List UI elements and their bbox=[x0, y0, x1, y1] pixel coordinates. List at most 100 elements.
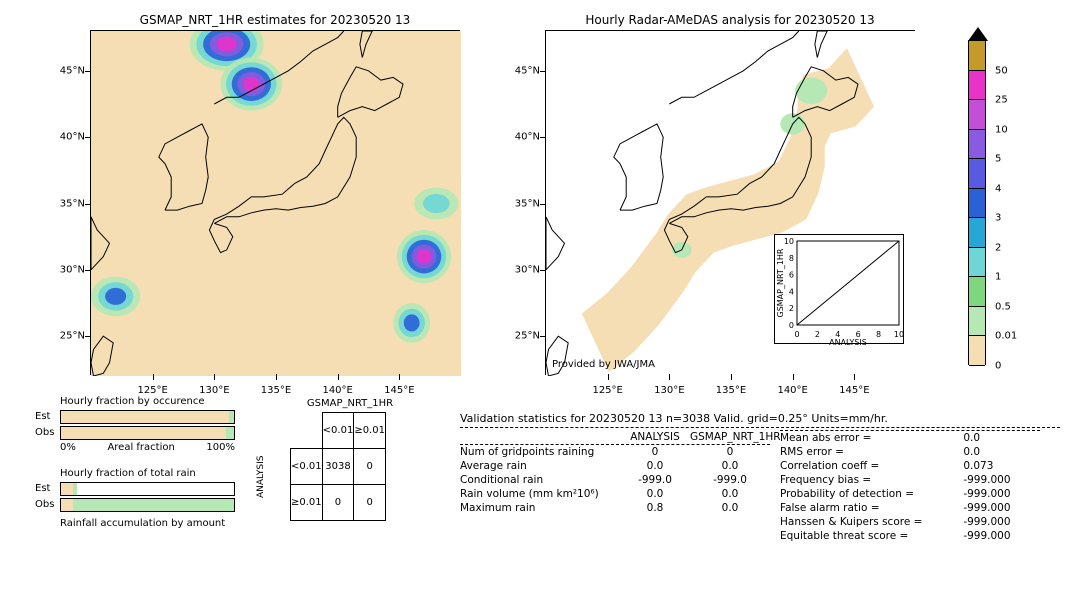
totalrain-bar: Est bbox=[60, 482, 235, 496]
metric-value: -999.000 bbox=[960, 529, 1011, 543]
colorbar-segment bbox=[969, 277, 985, 307]
ct-row-header: ≥0.01 bbox=[291, 485, 323, 521]
bar-label: Obs bbox=[35, 499, 54, 510]
stats-colh: GSMAP_NRT_1HR bbox=[690, 430, 770, 444]
stats-row-label: Average rain bbox=[460, 459, 620, 473]
svg-text:8: 8 bbox=[876, 330, 881, 339]
totalrain-bar: Obs bbox=[60, 498, 235, 512]
inset-svg: 00224466881010ANALYSISGSMAP_NRT_1HR bbox=[775, 235, 905, 345]
occurrence-title: Hourly fraction by occurence bbox=[60, 396, 204, 407]
x-tick-label: 145°E bbox=[839, 385, 869, 396]
contingency-rowtitle: ANALYSIS bbox=[256, 456, 266, 498]
metric-label: Hanssen & Kuipers score = bbox=[780, 515, 960, 529]
svg-text:GSMAP_NRT_1HR: GSMAP_NRT_1HR bbox=[776, 248, 785, 317]
stats-row-label: Num of gridpoints raining bbox=[460, 445, 620, 459]
svg-text:2: 2 bbox=[815, 330, 820, 339]
stats-row-label: Maximum rain bbox=[460, 501, 620, 515]
colorbar-tick-label: 50 bbox=[995, 65, 1008, 76]
metric-label: False alarm ratio = bbox=[780, 501, 960, 515]
stats-row-label: Conditional rain bbox=[460, 473, 620, 487]
x-tick-label: 130°E bbox=[199, 385, 229, 396]
colorbar-segment bbox=[969, 41, 985, 71]
y-tick-label: 45°N bbox=[506, 65, 540, 76]
totalrain-chart: Hourly fraction of total rain EstObs Rai… bbox=[60, 482, 235, 514]
colorbar-segment bbox=[969, 100, 985, 130]
y-tick-label: 40°N bbox=[506, 132, 540, 143]
occurrence-bar: Est bbox=[60, 410, 235, 424]
colorbar-segment bbox=[969, 307, 985, 337]
svg-text:10: 10 bbox=[894, 330, 904, 339]
y-tick-label: 30°N bbox=[506, 264, 540, 275]
stats-panel: Validation statistics for 20230520 13 n=… bbox=[460, 412, 1060, 543]
colorbar-tick-label: 4 bbox=[995, 183, 1001, 194]
stats-val: 0.0 bbox=[620, 459, 690, 473]
colorbar-tick-label: 0.5 bbox=[995, 301, 1011, 312]
colorbar-segment bbox=[969, 71, 985, 101]
occ-xcap: Areal fraction bbox=[107, 442, 174, 453]
stats-title: Validation statistics for 20230520 13 n=… bbox=[460, 412, 1060, 425]
metric-label: RMS error = bbox=[780, 445, 960, 459]
x-tick-label: 125°E bbox=[137, 385, 167, 396]
colorbar-tick-label: 3 bbox=[995, 213, 1001, 224]
map-attribution: Provided by JWA/JMA bbox=[552, 359, 655, 370]
colorbar-tick-label: 2 bbox=[995, 242, 1001, 253]
totalrain-title: Hourly fraction of total rain bbox=[60, 468, 196, 479]
right-map-panel: Hourly Radar-AMeDAS analysis for 2023052… bbox=[545, 30, 915, 375]
x-tick-label: 130°E bbox=[654, 385, 684, 396]
y-tick-label: 35°N bbox=[506, 198, 540, 209]
ct-cell: 3038 bbox=[322, 449, 354, 485]
x-tick-label: 135°E bbox=[716, 385, 746, 396]
colorbar-segment bbox=[969, 159, 985, 189]
occ-xmin: 0% bbox=[60, 442, 76, 453]
inset-scatter: 00224466881010ANALYSISGSMAP_NRT_1HR bbox=[774, 234, 904, 344]
stats-val: 0.0 bbox=[690, 487, 770, 501]
stats-val: 0.0 bbox=[690, 501, 770, 515]
svg-text:ANALYSIS: ANALYSIS bbox=[829, 338, 867, 345]
ct-row-header: <0.01 bbox=[291, 449, 323, 485]
occurrence-bar: Obs bbox=[60, 426, 235, 440]
colorbar-tick-label: 0 bbox=[995, 361, 1001, 372]
left-map-svg bbox=[91, 31, 461, 376]
x-tick-label: 140°E bbox=[322, 385, 352, 396]
y-tick-label: 35°N bbox=[51, 198, 85, 209]
colorbar-tick-label: 25 bbox=[995, 95, 1008, 106]
y-tick-label: 25°N bbox=[506, 331, 540, 342]
metric-value: -999.000 bbox=[960, 515, 1011, 529]
x-tick-label: 125°E bbox=[592, 385, 622, 396]
stats-val: -999.0 bbox=[690, 473, 770, 487]
ct-col-header: ≥0.01 bbox=[354, 413, 386, 449]
stats-colh: ANALYSIS bbox=[620, 430, 690, 444]
occ-xmax: 100% bbox=[206, 442, 235, 453]
svg-text:10: 10 bbox=[784, 237, 794, 246]
x-tick-label: 140°E bbox=[777, 385, 807, 396]
ct-col-header: <0.01 bbox=[322, 413, 354, 449]
colorbar-segment bbox=[969, 218, 985, 248]
totalrain-caption: Rainfall accumulation by amount bbox=[60, 518, 225, 529]
stats-val: 0 bbox=[620, 445, 690, 459]
metric-label: Equitable threat score = bbox=[780, 529, 960, 543]
ct-cell: 0 bbox=[354, 485, 386, 521]
stats-row-label: Rain volume (mm km²10⁶) bbox=[460, 487, 620, 501]
svg-text:4: 4 bbox=[789, 287, 794, 296]
metric-label: Frequency bias = bbox=[780, 473, 960, 487]
ct-cell: 0 bbox=[354, 449, 386, 485]
colorbar-segment bbox=[969, 189, 985, 219]
y-tick-label: 30°N bbox=[51, 264, 85, 275]
colorbar-tick-label: 5 bbox=[995, 154, 1001, 165]
colorbar-segment bbox=[969, 336, 985, 366]
ct-cell: 0 bbox=[322, 485, 354, 521]
colorbar-tick-label: 0.01 bbox=[995, 331, 1017, 342]
metric-value: 0.073 bbox=[960, 459, 993, 473]
stats-val: 0.0 bbox=[690, 459, 770, 473]
colorbar: 00.010.512345102550 bbox=[968, 40, 986, 365]
contingency-table: <0.01≥0.01<0.0130380≥0.0100 bbox=[290, 412, 386, 521]
bar-label: Obs bbox=[35, 427, 54, 438]
colorbar-tick-label: 1 bbox=[995, 272, 1001, 283]
metric-value: 0.0 bbox=[960, 431, 980, 445]
y-tick-label: 45°N bbox=[51, 65, 85, 76]
occurrence-chart: Hourly fraction by occurence EstObs 0% A… bbox=[60, 410, 235, 453]
stats-val: 0.0 bbox=[620, 487, 690, 501]
svg-text:6: 6 bbox=[789, 271, 794, 280]
metric-label: Mean abs error = bbox=[780, 431, 960, 445]
bar-label: Est bbox=[35, 411, 50, 422]
